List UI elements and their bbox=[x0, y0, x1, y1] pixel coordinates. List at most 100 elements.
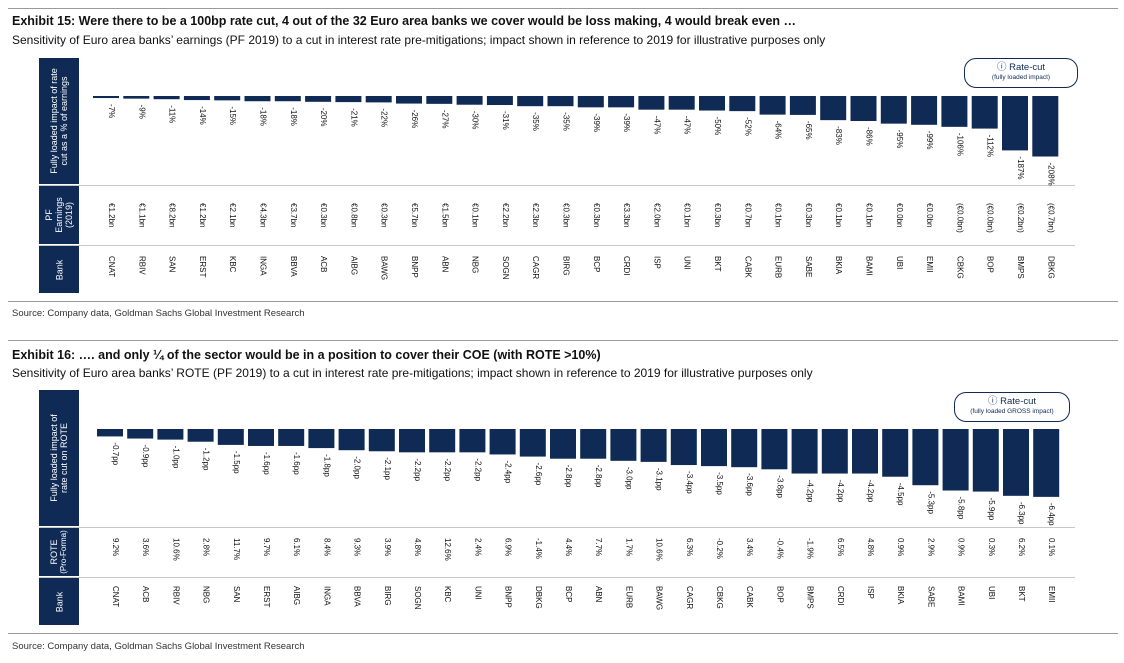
exhibit16-ratecut-box: ⓘ Rate-cut (fully loaded GROSS impact) bbox=[954, 392, 1070, 422]
exhibit15-separator-1 bbox=[39, 185, 1075, 186]
bank-label: ACB bbox=[319, 256, 328, 272]
value-label: -83% bbox=[834, 126, 843, 145]
bank-label: BOP bbox=[775, 586, 784, 603]
value-label: -1.6pp bbox=[262, 452, 271, 475]
rote-label: 12.6% bbox=[443, 538, 452, 561]
exhibit15-chart: -7% €1.2bn CNAT -9% €1.1bn RBIV -11% €8.2bn SAN -… bbox=[93, 96, 1059, 280]
bank-label: SABE bbox=[804, 256, 813, 277]
bar bbox=[459, 429, 486, 453]
value-label: -5.3pp bbox=[926, 491, 935, 514]
bank-label: BOP bbox=[986, 256, 995, 273]
bar bbox=[123, 96, 150, 99]
rote-label: -0.2% bbox=[715, 538, 724, 559]
value-label: -20% bbox=[319, 108, 328, 127]
bar bbox=[456, 96, 483, 105]
bank-label: SAN bbox=[232, 586, 241, 603]
bar bbox=[638, 96, 665, 110]
pf-earnings-label: €0.3bn bbox=[713, 203, 722, 227]
exhibit16-impact-label-2: rate cut on ROTE bbox=[59, 423, 69, 494]
bank-label: INGA bbox=[259, 256, 268, 276]
rote-label: 2.4% bbox=[473, 538, 482, 556]
value-label: -1.2pp bbox=[202, 448, 211, 471]
bank-label: BCP bbox=[564, 586, 573, 602]
bank-label: BAMI bbox=[957, 586, 966, 606]
value-label: -11% bbox=[168, 105, 177, 123]
bar bbox=[911, 96, 938, 125]
value-label: -4.2pp bbox=[836, 480, 845, 503]
rote-label: 6.1% bbox=[292, 538, 301, 556]
value-label: -3.6pp bbox=[745, 473, 754, 496]
value-label: -1.6pp bbox=[292, 452, 301, 475]
rote-label: -0.4% bbox=[775, 538, 784, 559]
bank-label: ERST bbox=[262, 586, 271, 607]
exhibit15-top-rule bbox=[8, 8, 1118, 9]
rote-label: 6.2% bbox=[1017, 538, 1026, 556]
bar bbox=[912, 429, 939, 486]
bank-label: EMII bbox=[925, 256, 934, 272]
bar bbox=[610, 429, 637, 461]
value-label: -21% bbox=[349, 108, 358, 127]
bar bbox=[942, 429, 969, 491]
bank-label: BNPP bbox=[410, 256, 419, 278]
bar bbox=[519, 429, 546, 457]
bar bbox=[789, 96, 816, 115]
value-label: -86% bbox=[865, 127, 874, 146]
value-label: -2.0pp bbox=[353, 456, 362, 479]
rote-label: 4.4% bbox=[564, 538, 573, 556]
exhibit15-source: Source: Company data, Goldman Sachs Glob… bbox=[12, 308, 305, 319]
value-label: -2.8pp bbox=[594, 465, 603, 488]
bar bbox=[183, 96, 210, 101]
rote-label: 0.9% bbox=[896, 538, 905, 556]
value-label: -112% bbox=[986, 135, 995, 158]
bank-label: BMPS bbox=[806, 586, 815, 609]
pf-earnings-label: €0.1bn bbox=[774, 203, 783, 227]
exhibit15-impact-band: Fully loaded impact of rate cut as a % o… bbox=[39, 58, 79, 184]
bar bbox=[486, 96, 513, 106]
bar bbox=[971, 96, 998, 129]
value-label: -0.7pp bbox=[111, 442, 120, 465]
bar bbox=[368, 429, 395, 452]
bank-label: BIRG bbox=[562, 256, 571, 276]
bank-label: AIBG bbox=[349, 256, 358, 275]
bank-label: BBVA bbox=[353, 586, 362, 607]
pf-earnings-label: €0.1bn bbox=[865, 203, 874, 227]
bar bbox=[365, 96, 392, 103]
rote-label: 1.7% bbox=[624, 538, 633, 556]
exhibit15-box-sub: (fully loaded impact) bbox=[991, 74, 1051, 81]
bank-label: BCP bbox=[592, 256, 601, 272]
rote-label: 0.1% bbox=[1047, 538, 1056, 556]
bank-label: BKIA bbox=[834, 256, 843, 275]
pf-earnings-label: €0.0bn bbox=[895, 203, 904, 227]
bar bbox=[731, 429, 758, 468]
exhibit16-impact-label-1: Fully loaded impact of bbox=[49, 414, 59, 502]
bank-label: EMII bbox=[1047, 586, 1056, 602]
value-label: -4.2pp bbox=[806, 480, 815, 503]
exhibit16-subtitle: Sensitivity of Euro area banks’ ROTE (PF… bbox=[12, 366, 813, 380]
bank-label: BAWG bbox=[380, 256, 389, 280]
rote-label: 3.9% bbox=[383, 538, 392, 556]
rote-label: 4.8% bbox=[866, 538, 875, 556]
bank-label: ERST bbox=[198, 256, 207, 277]
value-label: -4.5pp bbox=[896, 483, 905, 506]
bank-label: UNI bbox=[473, 586, 482, 600]
bar bbox=[429, 429, 456, 453]
value-label: -18% bbox=[289, 107, 298, 126]
value-label: -0.9pp bbox=[141, 445, 150, 468]
bar bbox=[820, 96, 847, 121]
bar bbox=[699, 96, 725, 111]
pf-earnings-label: €1.2bn bbox=[198, 203, 207, 227]
bar bbox=[761, 429, 788, 470]
value-label: -35% bbox=[562, 112, 571, 131]
rote-label: 8.4% bbox=[322, 538, 331, 556]
rote-label: 2.8% bbox=[202, 538, 211, 556]
bank-label: NBG bbox=[471, 256, 480, 273]
bar bbox=[668, 96, 695, 110]
value-label: -27% bbox=[440, 110, 449, 129]
bar bbox=[248, 429, 274, 446]
value-label: -39% bbox=[592, 113, 601, 132]
bar bbox=[941, 96, 968, 127]
bank-label: NBG bbox=[202, 586, 211, 603]
bar bbox=[308, 429, 335, 449]
bar bbox=[217, 429, 244, 445]
exhibit15-impact-label-1: Fully loaded impact of rate bbox=[49, 68, 59, 174]
